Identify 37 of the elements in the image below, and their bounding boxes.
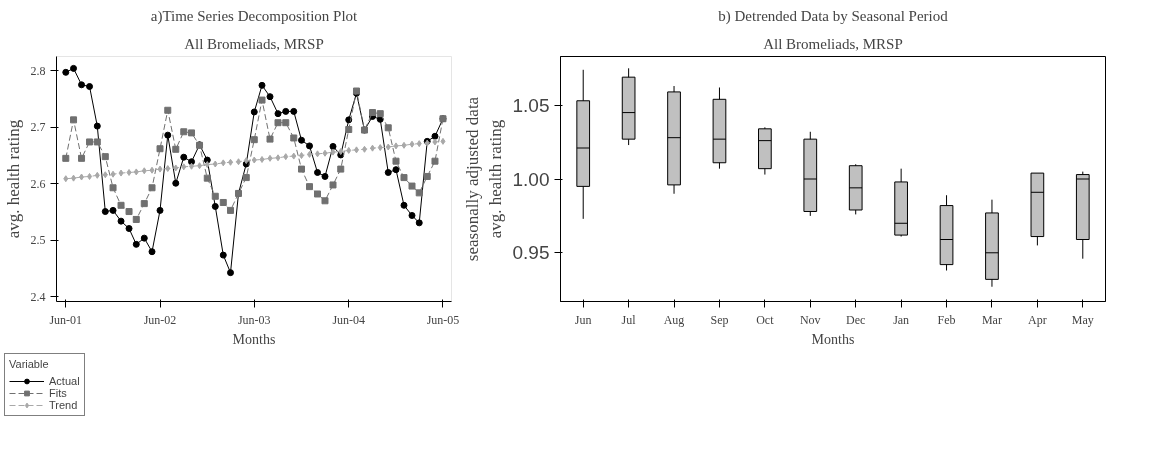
legend-title: Variable — [9, 358, 50, 370]
x-tick-label: Jun-03 — [237, 312, 271, 327]
x-tick-label: Jun-02 — [143, 312, 177, 327]
x-tick-label: Mar — [981, 312, 1002, 327]
x-tick-label: May — [1071, 312, 1094, 327]
chart-title: a)Time Series Decomposition Plot — [150, 7, 359, 25]
x-tick-label: Jun-01 — [49, 312, 83, 327]
legend-label: Trend — [49, 399, 78, 411]
x-axis-title: Months — [232, 331, 276, 347]
chart-title: b) Detrended Data by Seasonal Period — [718, 7, 949, 25]
y-tick-label: 1.00 — [512, 168, 550, 190]
y-tick-label: 2.8 — [30, 63, 46, 78]
y-tick-label: 1.05 — [512, 94, 550, 116]
y-tick-label: 2.5 — [30, 233, 46, 248]
x-tick-label: Sep — [710, 312, 729, 327]
legend-label: Actual — [49, 375, 80, 387]
x-tick-label: Feb — [937, 312, 956, 327]
x-tick-label: Jun — [574, 312, 592, 327]
x-tick-label: Oct — [756, 312, 775, 327]
y-tick-label: 2.7 — [30, 120, 46, 135]
y-tick-label: 2.6 — [30, 176, 46, 191]
y-tick-label: 0.95 — [512, 242, 550, 264]
x-tick-label: Apr — [1028, 312, 1047, 327]
x-tick-label: Jan — [893, 312, 910, 327]
x-tick-label: Aug — [663, 312, 685, 327]
x-tick-label: Jun-04 — [332, 312, 366, 327]
chart-subtitle: All Bromeliads, MRSP — [184, 35, 324, 52]
chart-subtitle: All Bromeliads, MRSP — [763, 35, 903, 52]
x-tick-label: Nov — [799, 312, 821, 327]
x-axis-title: Months — [811, 331, 855, 347]
x-tick-label: Dec — [846, 312, 866, 327]
x-tick-label: Jul — [621, 312, 637, 327]
y-axis-title: avg. health rating — [3, 119, 23, 239]
x-tick-label: Jun-05 — [426, 312, 460, 327]
y-axis-title: seasonally adjusted data avg. health rating — [462, 96, 505, 262]
legend-label: Fits — [49, 387, 68, 399]
y-tick-label: 2.4 — [30, 289, 46, 304]
